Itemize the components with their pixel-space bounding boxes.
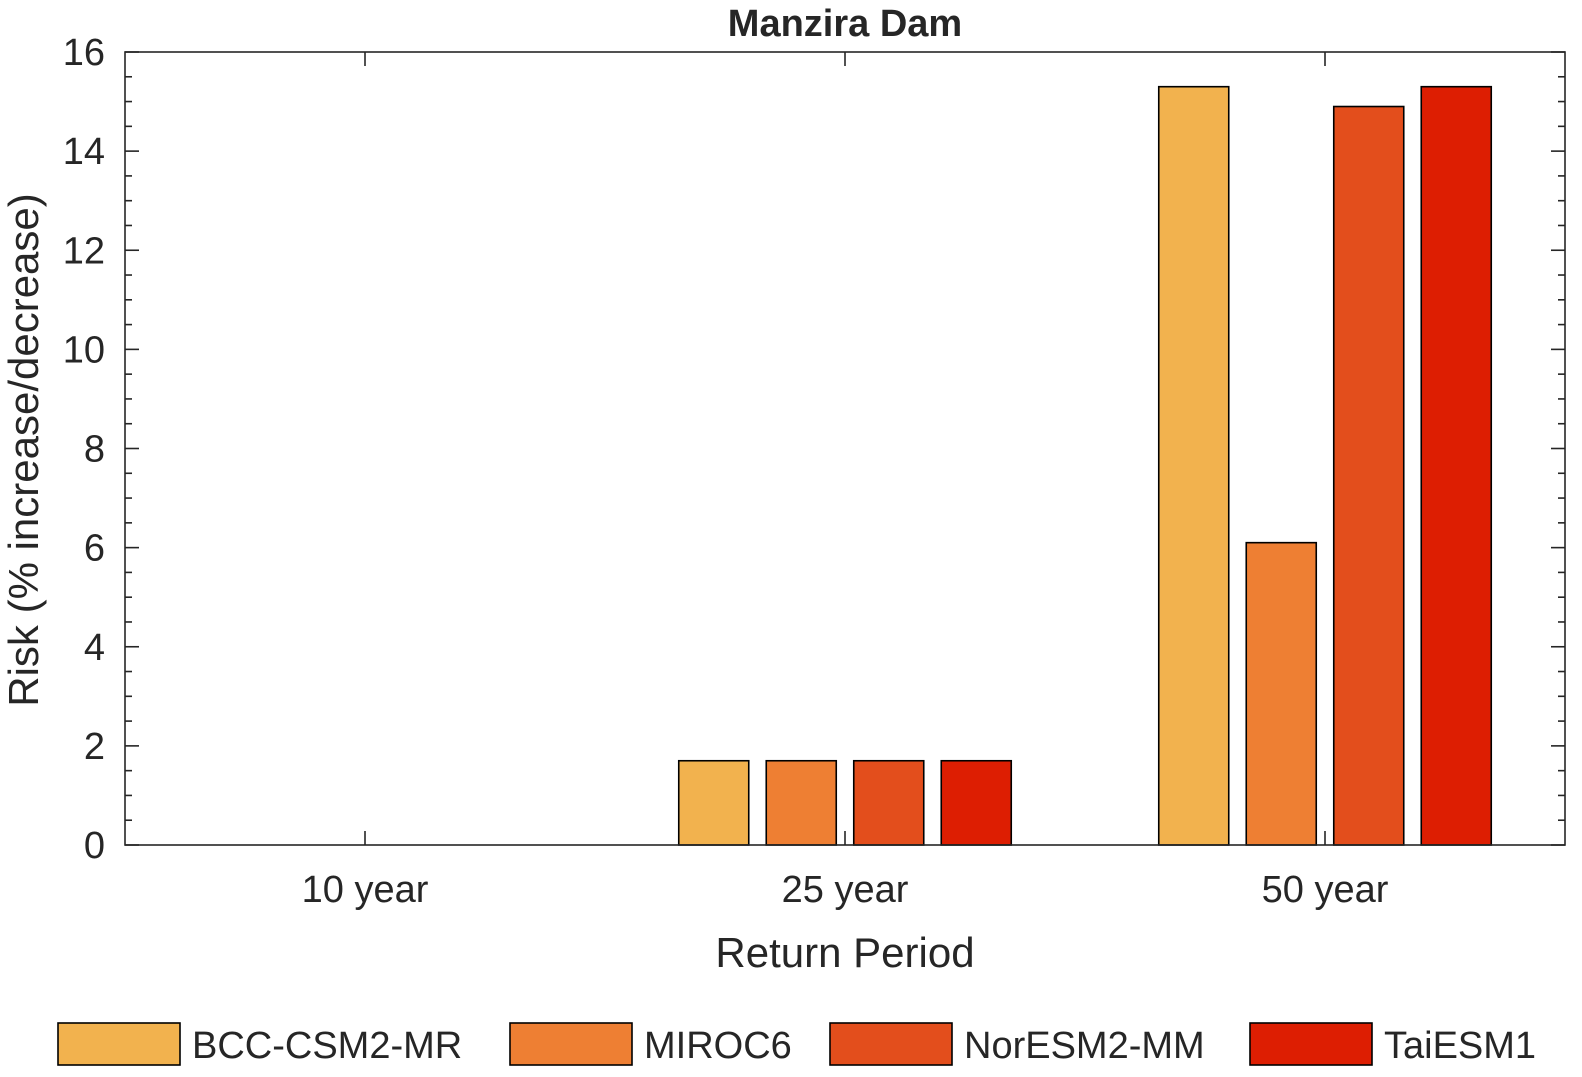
chart-title: Manzira Dam — [728, 3, 962, 45]
legend-swatch-bcc-csm2-mr — [57, 1022, 181, 1066]
legend-label-miroc6: MIROC6 — [644, 1025, 792, 1067]
y-tick-label: 16 — [63, 32, 105, 74]
legend-swatch-miroc6 — [509, 1022, 633, 1066]
y-axis-label: Risk (% increase/decrease) — [0, 193, 47, 707]
bar-taiesm1-50-year — [1420, 85, 1493, 846]
legend-label-taiesm1: TaiESM1 — [1384, 1025, 1536, 1067]
bar-miroc6-50-year — [1245, 541, 1318, 846]
y-tick-label: 2 — [84, 726, 105, 768]
y-tick-label: 0 — [84, 825, 105, 867]
x-tick-label: 25 year — [782, 869, 909, 911]
x-axis-label: Return Period — [715, 929, 974, 976]
y-tick-label: 10 — [63, 329, 105, 371]
y-tick-label: 12 — [63, 230, 105, 272]
y-tick-label: 4 — [84, 627, 105, 669]
axes-group: 0 2 4 6 8 10 12 14 16 10 year 25 year 50 year — [63, 32, 1566, 911]
bar-bcc-csm2-mr-50-year — [1157, 85, 1230, 846]
legend-swatch-taiesm1 — [1249, 1022, 1373, 1066]
y-tick-label: 8 — [84, 429, 105, 471]
legend: BCC-CSM2-MR MIROC6 NorESM2-MM TaiESM1 — [57, 1022, 1536, 1067]
x-tick-label: 50 year — [1262, 869, 1389, 911]
bars-group — [677, 85, 1493, 846]
x-tick-label: 10 year — [302, 869, 429, 911]
legend-label-noresm2-mm: NorESM2-MM — [964, 1025, 1205, 1067]
bar-taiesm1-25-year — [940, 759, 1013, 846]
y-tick-label: 14 — [63, 131, 105, 173]
bar-noresm2-mm-50-year — [1332, 105, 1405, 846]
y-tick-label: 6 — [84, 528, 105, 570]
legend-label-bcc-csm2-mr: BCC-CSM2-MR — [192, 1025, 462, 1067]
bar-miroc6-25-year — [765, 759, 838, 846]
legend-swatch-noresm2-mm — [829, 1022, 953, 1066]
bar-noresm2-mm-25-year — [852, 759, 925, 846]
bar-bcc-csm2-mr-25-year — [677, 759, 750, 846]
